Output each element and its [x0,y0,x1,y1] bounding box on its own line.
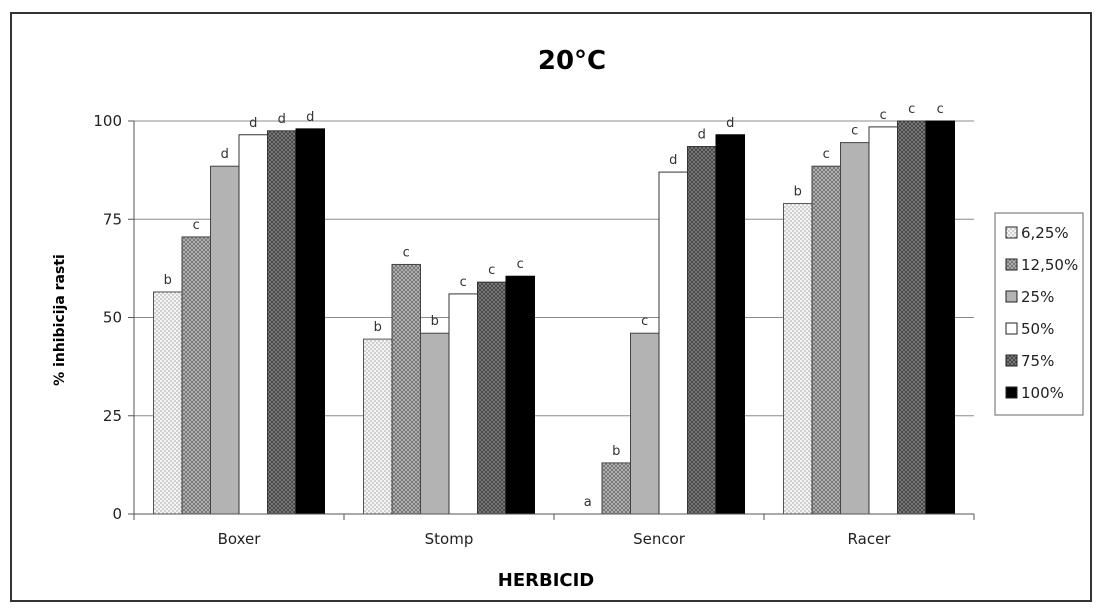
significance-letter: c [880,108,887,123]
category-label: Boxer [218,530,262,548]
y-axis-ticks: 0 25 50 75 100 [93,112,134,523]
y-tick-label: 50 [103,309,122,327]
y-tick-label: 75 [103,210,122,228]
significance-letter: b [794,185,802,200]
significance-letter: b [164,273,172,288]
significance-letter: c [488,263,495,278]
bar-stomp-6 [505,275,535,515]
bar-sencor-2 [601,462,631,515]
significance-letter: a [584,495,592,510]
bar-stomp-1 [363,338,393,515]
bar-boxer-5 [267,130,297,515]
significance-letter: c [823,147,830,162]
bar-boxer-4 [238,134,268,515]
bar-boxer-3 [210,165,240,515]
x-axis-categories: Boxer Stomp Sencor Racer [218,530,892,548]
legend-label: 100% [1021,384,1064,402]
significance-letter: c [908,102,915,117]
significance-letter: c [193,218,200,233]
significance-letter: b [374,320,382,335]
y-tick-label: 25 [103,407,122,425]
bar-sencor-3 [630,332,660,515]
chart-title: 20°C [538,46,606,76]
legend-label: 50% [1021,320,1054,338]
category-label: Stomp [425,530,474,548]
bar-racer-2 [811,165,841,515]
bar-stomp-3 [420,332,450,515]
x-axis-label: HERBICID [498,570,595,591]
significance-letter: d [726,116,734,131]
significance-letter: c [460,275,467,290]
significance-letters: b c d d d d b c b c c c a b c d d d b c c c c c [164,102,944,510]
significance-letter: d [249,116,257,131]
significance-letter: c [641,314,648,329]
significance-letter: c [517,257,524,272]
bar-sencor-5 [687,146,717,515]
y-axis-label: % inhibicija rasti [52,254,68,386]
bar-racer-5 [897,120,927,515]
legend-label: 12,50% [1021,256,1078,274]
legend-label: 25% [1021,288,1054,306]
bar-boxer-2 [181,236,211,515]
bar-boxer-1 [153,291,183,515]
axes [133,121,975,520]
bar-racer-6 [925,120,955,515]
category-label: Racer [848,530,892,548]
significance-letter: d [698,128,706,143]
bar-boxer-6 [295,128,325,515]
significance-letter: b [431,314,439,329]
bar-chart: 20°C 0 25 50 75 100 b c d d d d b c b c c c a b c d d d b c c c c c… [52,46,1084,591]
legend: 6,25% 12,50% 25% 50% 75% 100% [994,212,1084,416]
bar-racer-3 [840,142,870,515]
bar-sencor-4 [658,171,688,515]
bar-sencor-6 [715,134,745,515]
y-tick-label: 100 [93,112,122,130]
legend-label: 6,25% [1021,224,1069,242]
legend-box [994,212,1084,416]
legend-swatch [1005,258,1018,271]
legend-swatch [1005,290,1018,303]
significance-letter: c [851,124,858,139]
bar-racer-4 [868,126,898,515]
significance-letter: d [669,153,677,168]
bar-racer-1 [783,203,813,515]
category-label: Sencor [633,530,686,548]
significance-letter: d [306,110,314,125]
significance-letter: b [612,444,620,459]
legend-swatch [1005,322,1018,335]
legend-swatch [1005,354,1018,367]
legend-swatch [1005,386,1018,399]
chart-frame: 20°C 0 25 50 75 100 b c d d d d b c b c c c a b c d d d b c c c c c… [10,12,1092,602]
bars [153,120,955,515]
bar-stomp-4 [448,293,478,515]
significance-letter: d [221,147,229,162]
bar-stomp-2 [391,263,421,515]
significance-letter: d [278,112,286,127]
significance-letter: c [403,245,410,260]
legend-label: 75% [1021,352,1054,370]
legend-swatch [1005,226,1018,239]
y-tick-label: 0 [112,505,122,523]
significance-letter: c [937,102,944,117]
bar-stomp-5 [477,281,507,515]
